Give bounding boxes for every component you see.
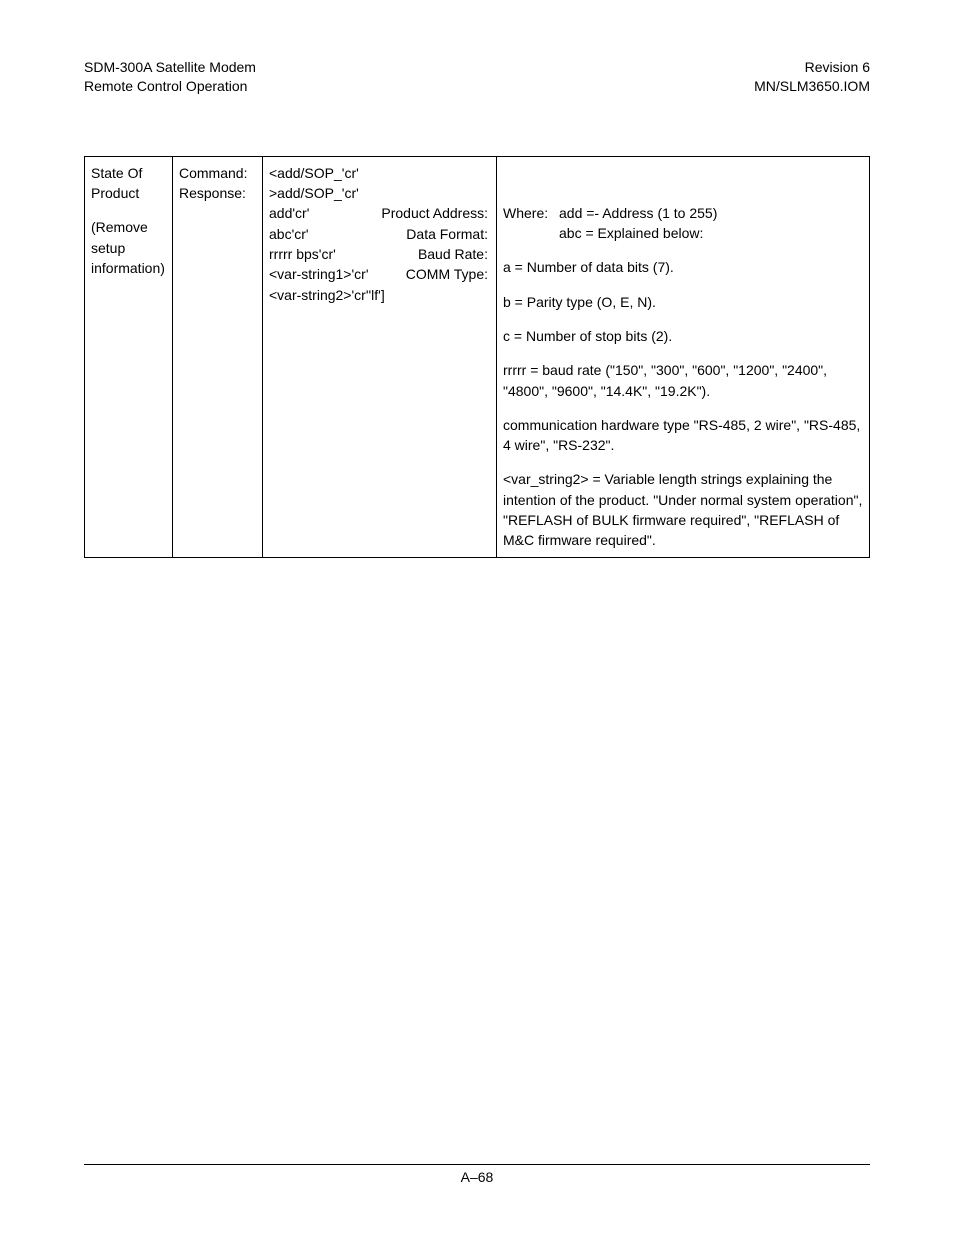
spacer	[503, 243, 863, 257]
where-row: Where: add =- Address (1 to 255)	[503, 203, 863, 223]
where-row: abc = Explained below:	[503, 223, 863, 243]
desc-para: communication hardware type "RS-485, 2 w…	[503, 415, 863, 456]
document-page: SDM-300A Satellite Modem Remote Control …	[0, 0, 954, 558]
syntax-rhs: Data Format:	[406, 224, 490, 244]
syntax-rhs: Product Address:	[381, 203, 490, 223]
spacer	[91, 203, 166, 217]
where-line2: abc = Explained below:	[559, 223, 863, 243]
page-footer: A–68	[84, 1164, 870, 1185]
syntax-lhs: add'cr'	[269, 203, 381, 223]
header-left-line1: SDM-300A Satellite Modem	[84, 58, 256, 77]
syntax-pair: rrrrr bps'cr' Baud Rate:	[269, 244, 490, 264]
cell-syntax: <add/SOP_'cr' >add/SOP_'cr' add'cr' Prod…	[263, 156, 497, 557]
command-table: State Of Product (Remove setup informati…	[84, 156, 870, 558]
header-right-line1: Revision 6	[754, 58, 870, 77]
page-number: A–68	[461, 1169, 494, 1185]
desc-para: rrrrr = baud rate ("150", "300", "600", …	[503, 360, 863, 401]
desc-para: b = Parity type (O, E, N).	[503, 292, 863, 312]
syntax-line2: >add/SOP_'cr'	[269, 183, 490, 203]
syntax-line1: <add/SOP_'cr'	[269, 163, 490, 183]
where-line1: add =- Address (1 to 255)	[559, 203, 863, 223]
header-right: Revision 6 MN/SLM3650.IOM	[754, 58, 870, 96]
header-left-line2: Remote Control Operation	[84, 77, 256, 96]
desc-para: c = Number of stop bits (2).	[503, 326, 863, 346]
syntax-lhs: abc'cr'	[269, 224, 406, 244]
syntax-pair: abc'cr' Data Format:	[269, 224, 490, 244]
name-line1: State Of	[91, 163, 166, 183]
response-label: Response:	[179, 183, 256, 203]
cell-cmd-resp: Command: Response:	[173, 156, 263, 557]
syntax-rhs: COMM Type:	[406, 264, 490, 284]
name-line3: (Remove setup information)	[91, 217, 166, 278]
syntax-lhs: <var-string1>'cr'	[269, 264, 406, 284]
header-left: SDM-300A Satellite Modem Remote Control …	[84, 58, 256, 96]
where-label: Where:	[503, 203, 559, 223]
table-row: State Of Product (Remove setup informati…	[85, 156, 870, 557]
name-line2: Product	[91, 183, 166, 203]
header-right-line2: MN/SLM3650.IOM	[754, 77, 870, 96]
where-spacer	[503, 223, 559, 243]
syntax-rhs: Baud Rate:	[418, 244, 490, 264]
desc-para: a = Number of data bits (7).	[503, 257, 863, 277]
syntax-pair: <var-string1>'cr' COMM Type:	[269, 264, 490, 284]
command-label: Command:	[179, 163, 256, 183]
syntax-tail: <var-string2>'cr''lf']	[269, 285, 490, 305]
spacer	[503, 163, 863, 203]
syntax-pair: add'cr' Product Address:	[269, 203, 490, 223]
cell-name: State Of Product (Remove setup informati…	[85, 156, 173, 557]
cell-description: Where: add =- Address (1 to 255) abc = E…	[497, 156, 870, 557]
page-header: SDM-300A Satellite Modem Remote Control …	[84, 58, 870, 96]
desc-para: <var_string2> = Variable length strings …	[503, 469, 863, 550]
syntax-lhs: rrrrr bps'cr'	[269, 244, 418, 264]
